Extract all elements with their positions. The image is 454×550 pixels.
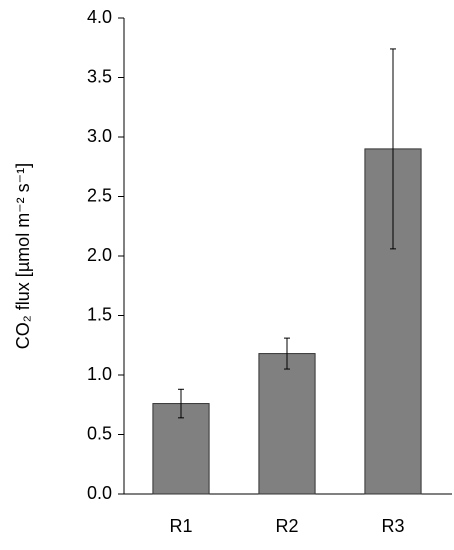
y-tick-label: 1.5 bbox=[87, 304, 112, 324]
y-tick-label: 3.0 bbox=[87, 126, 112, 146]
error-bar bbox=[284, 337, 290, 370]
y-axis-label: CO₂ flux [µmol m⁻² s⁻¹] bbox=[13, 163, 33, 349]
bar bbox=[152, 403, 210, 495]
y-tick-label: 3.5 bbox=[87, 66, 112, 86]
y-tick-label: 0.5 bbox=[87, 423, 112, 443]
error-bar bbox=[178, 388, 184, 419]
y-tick-label: 0.0 bbox=[87, 483, 112, 503]
x-tick-label: R2 bbox=[275, 516, 298, 536]
error-bar bbox=[390, 48, 396, 250]
y-tick-label: 4.0 bbox=[87, 7, 112, 27]
x-tick-label: R3 bbox=[381, 516, 404, 536]
y-tick-label: 1.0 bbox=[87, 364, 112, 384]
y-tick-label: 2.5 bbox=[87, 185, 112, 205]
x-tick-label: R1 bbox=[169, 516, 192, 536]
bar bbox=[258, 353, 316, 495]
y-tick-label: 2.0 bbox=[87, 245, 112, 265]
